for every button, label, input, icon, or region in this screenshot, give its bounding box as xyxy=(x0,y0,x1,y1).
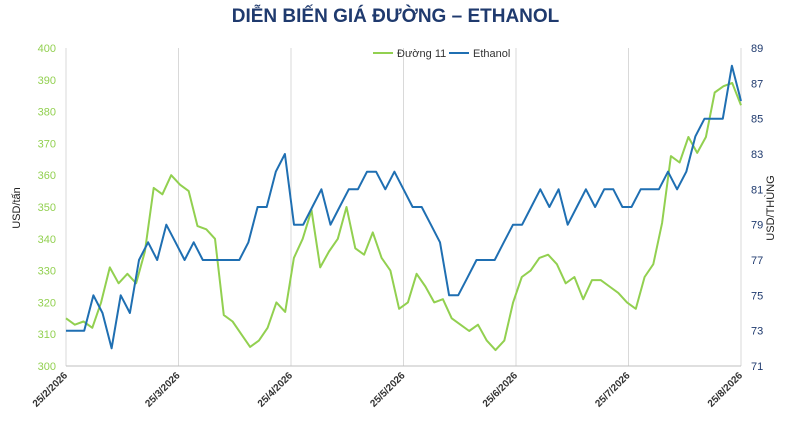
y-left-tick-label: 380 xyxy=(38,107,56,119)
x-tick-label: 25/7/2026 xyxy=(593,370,633,410)
x-axis-ticks: 25/2/2026 25/3/2026 25/4/2026 25/5/2026 25/6… xyxy=(31,370,746,410)
legend-label-sugar: Đường 11 xyxy=(397,48,446,60)
y-left-tick-label: 390 xyxy=(38,75,56,87)
legend-label-ethanol: Ethanol xyxy=(473,48,510,60)
y-axis-right-title: USD/THÙNG xyxy=(764,175,777,240)
y-right-tick-label: 87 xyxy=(751,78,763,90)
y-right-tick-label: 85 xyxy=(751,114,763,126)
chart-title: DIỄN BIẾN GIÁ ĐƯỜNG – ETHANOL xyxy=(231,6,560,27)
y-left-tick-label: 360 xyxy=(38,170,56,182)
y-right-tick-label: 71 xyxy=(751,361,763,373)
x-tick-label: 25/3/2026 xyxy=(143,370,183,410)
y-left-tick-label: 320 xyxy=(38,297,56,309)
left-axis-ticks: 300 310 320 330 340 350 360 370 380 390 400 xyxy=(38,43,56,373)
x-tick-label: 25/8/2026 xyxy=(706,370,746,410)
x-tick-label: 25/4/2026 xyxy=(256,370,296,410)
x-tick-label: 25/2/2026 xyxy=(31,370,71,410)
y-right-tick-label: 73 xyxy=(751,326,763,338)
y-left-tick-label: 300 xyxy=(38,361,56,373)
right-axis-ticks: 71 73 75 77 79 81 83 85 87 89 xyxy=(751,43,763,373)
y-left-tick-label: 330 xyxy=(38,266,56,278)
y-right-tick-label: 77 xyxy=(751,255,763,267)
y-axis-left-title: USD/tấn xyxy=(11,187,23,229)
y-left-tick-label: 310 xyxy=(38,329,56,341)
y-right-tick-label: 89 xyxy=(751,43,763,55)
y-left-tick-label: 370 xyxy=(38,138,56,150)
y-right-tick-label: 83 xyxy=(751,149,763,161)
x-tick-label: 25/5/2026 xyxy=(368,370,408,410)
series-line-ethanol xyxy=(66,64,742,350)
x-tick-label: 25/6/2026 xyxy=(481,370,521,410)
series-line-sugar xyxy=(65,82,742,352)
y-right-tick-label: 75 xyxy=(751,290,763,302)
y-left-tick-label: 400 xyxy=(38,43,56,55)
legend: Đường 11 Ethanol xyxy=(373,48,510,60)
y-right-tick-label: 79 xyxy=(751,220,763,232)
series-lines xyxy=(65,64,742,352)
y-left-tick-label: 350 xyxy=(38,202,56,214)
y-left-tick-label: 340 xyxy=(38,234,56,246)
grid-lines xyxy=(65,48,742,367)
y-right-tick-label: 81 xyxy=(751,184,763,196)
